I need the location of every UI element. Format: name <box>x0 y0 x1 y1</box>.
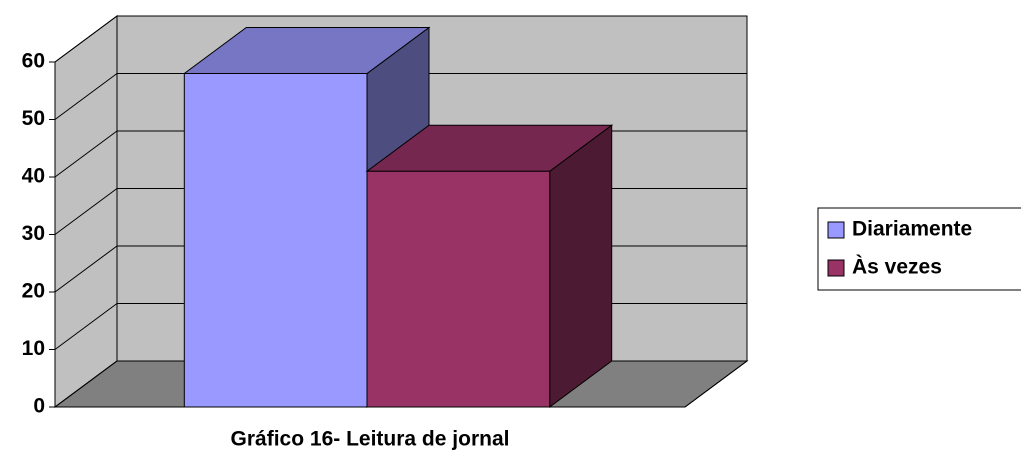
grid-line <box>54 303 118 350</box>
legend-label: Às vezes <box>852 256 942 279</box>
y-tick-label: 20 <box>22 280 45 303</box>
bar-side <box>549 124 613 408</box>
grid-line <box>54 245 118 293</box>
grid-line <box>54 188 118 235</box>
legend-box <box>817 207 1021 291</box>
floor-edge <box>684 360 748 408</box>
y-tick-label: 10 <box>22 337 45 360</box>
y-tick-label: 50 <box>22 107 45 130</box>
legend-label: Diariamente <box>852 218 972 241</box>
bar <box>183 73 368 408</box>
grid-line <box>54 360 118 408</box>
grid-line <box>54 15 118 63</box>
bar <box>366 170 551 408</box>
y-tick-label: 40 <box>22 165 45 188</box>
y-tick-label: 30 <box>22 222 45 245</box>
grid-line <box>54 130 118 178</box>
grid-line <box>54 73 118 120</box>
legend-swatch <box>827 259 845 277</box>
legend-swatch <box>827 221 845 239</box>
y-tick-label: 0 <box>33 395 45 418</box>
y-tick-label: 60 <box>22 50 45 73</box>
chart-title: Gráfico 16- Leitura de jornal <box>231 428 510 451</box>
